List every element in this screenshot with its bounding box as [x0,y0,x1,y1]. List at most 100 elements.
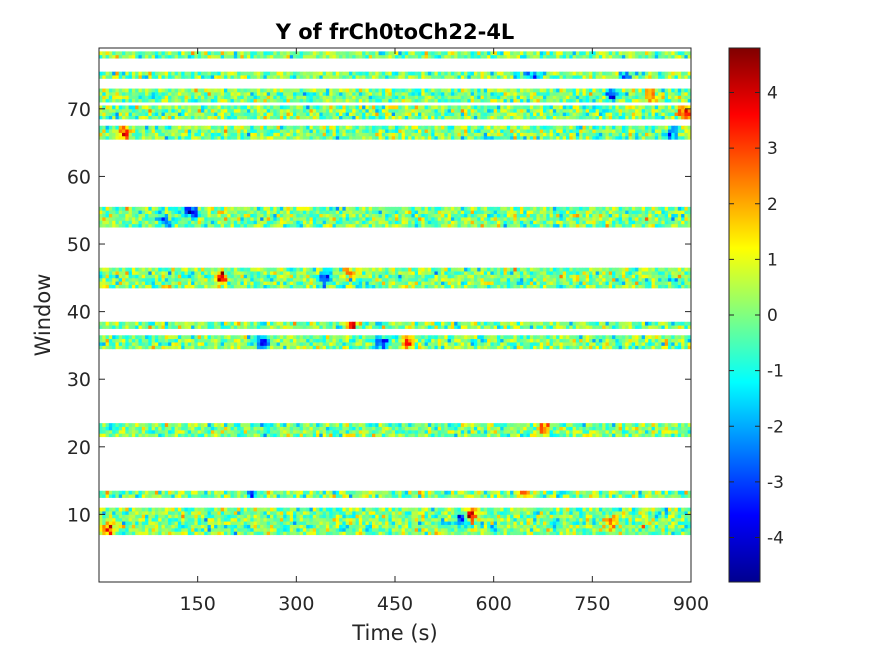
heatmap-cell [628,335,633,340]
heatmap-cell [612,271,616,275]
heatmap-cell [279,223,284,228]
heatmap-cell [355,524,360,529]
heatmap-cell [546,325,550,329]
heatmap-cell [648,514,652,519]
heatmap-cell [243,338,248,343]
heatmap-cell [582,277,587,282]
heatmap-cell [279,531,284,536]
heatmap-cell [651,514,656,519]
heatmap-cell [227,494,231,498]
heatmap-cell [184,507,189,512]
heatmap-cell [118,271,123,275]
heatmap-cell [473,338,478,343]
heatmap-cell [648,342,652,346]
heatmap-cell [549,335,554,340]
heatmap-cell [145,524,149,529]
heatmap-cell [556,514,560,519]
heatmap-cell [503,517,508,522]
heatmap-cell [460,345,465,350]
heatmap-cell [260,277,264,282]
heatmap-cell [233,524,238,529]
heatmap-cell [414,281,419,285]
heatmap-cell [654,517,659,522]
heatmap-cell [473,514,478,519]
heatmap-cell [552,429,557,434]
heatmap-cell [148,338,153,343]
heatmap-cell [210,514,215,519]
heatmap-cell [473,521,478,525]
heatmap-cell [408,325,412,329]
heatmap-cell [664,223,669,228]
heatmap-cell [247,345,251,350]
heatmap-cell [362,514,366,519]
heatmap-cell [470,423,475,427]
heatmap-cell [526,325,531,329]
heatmap-cell [434,335,439,340]
heatmap-cell [454,514,458,519]
heatmap-cell [477,342,481,346]
heatmap-cell [644,274,649,279]
heatmap-cell [99,271,103,275]
heatmap-cell [230,325,235,329]
heatmap-cell [177,521,182,525]
heatmap-cell [684,274,689,279]
heatmap-cell [145,517,149,522]
heatmap-cell [556,429,560,434]
heatmap-cell [250,426,254,431]
heatmap-cell [187,433,192,438]
heatmap-cell [549,433,554,438]
heatmap-cell [118,531,123,536]
heatmap-cell [519,429,524,434]
heatmap-cell [168,514,172,519]
heatmap-cell [319,426,324,431]
heatmap-cell [569,426,573,431]
heatmap-cell [644,517,649,522]
heatmap-cell [526,517,531,522]
heatmap-cell [457,267,462,272]
heatmap-cell [401,426,406,431]
heatmap-cell [496,494,501,498]
heatmap-cell [148,281,153,285]
heatmap-cell [487,325,491,329]
heatmap-cell [102,325,106,329]
heatmap-cell [200,338,205,343]
heatmap-cell [362,271,366,275]
heatmap-cell [115,325,120,329]
heatmap-cell [487,514,491,519]
heatmap-cell [579,321,583,326]
heatmap-cell [523,271,527,275]
heatmap-cell [404,524,409,529]
heatmap-cell [388,281,393,285]
heatmap-cell [151,531,156,536]
heatmap-cell [365,223,370,228]
heatmap-cell [368,507,373,512]
heatmap-cell [99,284,103,289]
heatmap-cell [562,517,567,522]
heatmap-cell [256,345,261,350]
heatmap-cell [210,284,215,289]
heatmap-cell [641,429,646,434]
heatmap-cell [181,274,185,279]
heatmap-cell [378,274,383,279]
heatmap-cell [615,338,620,343]
heatmap-cell [398,507,402,512]
heatmap-cell [237,433,241,438]
heatmap-cell [158,514,162,519]
heatmap-cell [661,433,666,438]
heatmap-cell [194,507,199,512]
heatmap-cell [592,511,597,515]
heatmap-cell [638,321,643,326]
heatmap-cell [487,521,491,525]
heatmap-cell [605,524,610,529]
heatmap-cell [648,527,652,532]
heatmap-cell [306,521,310,525]
heatmap-cell [483,274,488,279]
heatmap-cell [658,274,662,279]
heatmap-cell [158,423,162,427]
heatmap-cell [148,267,153,272]
heatmap-cell [549,521,554,525]
heatmap-cell [260,335,264,340]
heatmap-cell [618,490,623,495]
heatmap-cell [618,345,623,350]
heatmap-cell [589,338,593,343]
